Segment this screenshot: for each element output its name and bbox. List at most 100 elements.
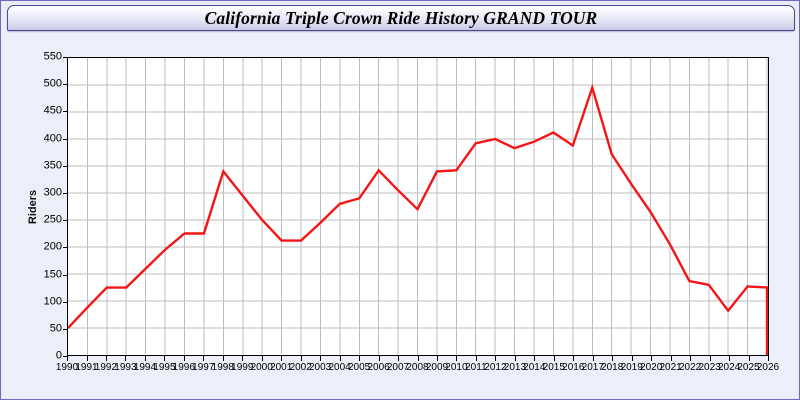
x-tick-label: 1992 bbox=[94, 362, 118, 373]
x-tick-label: 2017 bbox=[581, 362, 604, 373]
x-tick-mark bbox=[553, 356, 555, 361]
x-tick-label: 2001 bbox=[270, 362, 293, 373]
y-tick-label: 150 bbox=[43, 268, 62, 280]
x-tick-label: 2013 bbox=[503, 362, 527, 373]
x-tick-label: 2026 bbox=[756, 362, 780, 373]
y-tick-mark bbox=[63, 138, 68, 140]
x-tick-mark bbox=[339, 356, 341, 361]
y-tick-mark bbox=[63, 356, 68, 357]
x-tick-mark bbox=[261, 356, 263, 361]
data-line-series-riders bbox=[68, 83, 768, 355]
x-tick-label: 2004 bbox=[328, 362, 351, 373]
chart-canvas: Riders 0 50 100 150 200 250 300 350 400 450 500 550… bbox=[2, 33, 798, 398]
y-tick-label: 400 bbox=[43, 132, 62, 144]
y-tick-label: 550 bbox=[43, 50, 62, 63]
x-tick-label: 2008 bbox=[406, 362, 429, 373]
x-tick-label: 2011 bbox=[465, 362, 487, 373]
x-tick-label: 2000 bbox=[250, 362, 273, 373]
y-tick-label: 0 bbox=[55, 349, 62, 362]
x-tick-mark bbox=[748, 356, 750, 361]
x-tick-mark bbox=[183, 356, 185, 361]
y-tick-mark bbox=[63, 247, 68, 249]
x-tick-mark bbox=[495, 356, 497, 361]
x-tick-mark bbox=[573, 356, 575, 361]
x-tick-label: 2012 bbox=[484, 362, 507, 373]
y-tick-label: 500 bbox=[43, 77, 62, 90]
x-tick-mark bbox=[690, 356, 692, 361]
x-tick-label: 2002 bbox=[289, 362, 312, 373]
plot-area bbox=[67, 57, 769, 356]
y-tick-label: 200 bbox=[43, 240, 62, 253]
x-tick-mark bbox=[164, 356, 166, 361]
x-tick-mark bbox=[203, 356, 205, 361]
x-tick-mark bbox=[709, 356, 711, 361]
x-tick-mark bbox=[768, 356, 769, 361]
y-tick-label: 350 bbox=[43, 159, 62, 172]
y-tick-mark bbox=[63, 57, 68, 58]
x-tick-label: 2005 bbox=[347, 362, 371, 373]
y-tick-label: 250 bbox=[43, 213, 62, 226]
x-tick-label: 2007 bbox=[386, 362, 410, 373]
x-tick-label: 2025 bbox=[737, 362, 760, 373]
x-tick-mark bbox=[359, 356, 361, 361]
x-tick-mark bbox=[437, 356, 438, 361]
x-tick-label: 1997 bbox=[192, 362, 215, 373]
x-tick-mark bbox=[514, 356, 516, 361]
x-tick-label: 2018 bbox=[601, 362, 624, 373]
y-tick-mark bbox=[63, 84, 68, 86]
x-tick-label: 1994 bbox=[133, 362, 157, 373]
y-tick-mark bbox=[63, 165, 68, 167]
x-tick-label: 1990 bbox=[55, 362, 79, 373]
x-tick-mark bbox=[281, 356, 283, 361]
x-tick-mark bbox=[67, 356, 68, 361]
x-tick-label: 2023 bbox=[698, 362, 721, 373]
y-axis-tick-labels: 0 50 100 150 200 250 300 350 400 450 500 550 bbox=[24, 51, 62, 361]
page-title: California Triple Crown Ride History GRA… bbox=[204, 7, 598, 28]
x-tick-mark bbox=[592, 356, 594, 361]
x-tick-mark bbox=[378, 356, 380, 361]
y-tick-mark bbox=[63, 301, 68, 303]
x-tick-mark bbox=[475, 356, 477, 361]
y-tick-label: 100 bbox=[43, 295, 62, 308]
x-axis-tick-labels: 1990 1991 1992 1993 1994 1995 1996 1997 1998 1999… bbox=[56, 356, 779, 386]
x-tick-mark bbox=[729, 356, 731, 361]
x-tick-mark bbox=[456, 356, 458, 361]
x-tick-mark bbox=[534, 356, 536, 361]
x-tick-mark bbox=[670, 356, 672, 361]
x-tick-label: 2024 bbox=[717, 362, 741, 373]
y-tick-mark bbox=[63, 192, 68, 194]
x-tick-mark bbox=[144, 356, 146, 361]
x-tick-mark bbox=[398, 356, 399, 361]
y-tick-label: 300 bbox=[43, 186, 62, 199]
y-tick-mark bbox=[63, 111, 68, 113]
x-tick-label: 1991 bbox=[75, 362, 98, 373]
x-tick-mark bbox=[125, 356, 127, 361]
x-tick-mark bbox=[86, 356, 88, 361]
x-tick-label: 1999 bbox=[231, 362, 254, 373]
x-tick-mark bbox=[651, 356, 653, 361]
x-tick-label: 2019 bbox=[620, 362, 643, 373]
title-bar: California Triple Crown Ride History GRA… bbox=[7, 5, 795, 31]
x-tick-mark bbox=[417, 356, 419, 361]
x-tick-label: 2009 bbox=[425, 362, 449, 373]
x-tick-mark bbox=[242, 356, 244, 361]
x-tick-label: 2022 bbox=[678, 362, 702, 373]
x-tick-label: 2006 bbox=[367, 362, 390, 373]
y-tick-mark bbox=[63, 274, 68, 276]
x-tick-mark bbox=[320, 356, 322, 361]
x-tick-label: 2003 bbox=[308, 362, 332, 373]
y-axis-tick-marks bbox=[24, 57, 68, 357]
y-tick-label: 50 bbox=[49, 322, 62, 335]
x-tick-label: 2020 bbox=[640, 362, 663, 373]
x-tick-mark bbox=[612, 356, 614, 361]
grid-lines bbox=[68, 58, 768, 355]
x-tick-label: 2021 bbox=[659, 362, 682, 373]
x-tick-mark bbox=[631, 356, 633, 361]
y-tick-mark bbox=[63, 220, 68, 222]
x-tick-label: 2015 bbox=[542, 362, 565, 373]
x-tick-label: 1998 bbox=[211, 362, 234, 373]
x-tick-label: 1995 bbox=[153, 362, 176, 373]
y-tick-mark bbox=[63, 328, 68, 330]
x-tick-label: 1996 bbox=[172, 362, 195, 373]
